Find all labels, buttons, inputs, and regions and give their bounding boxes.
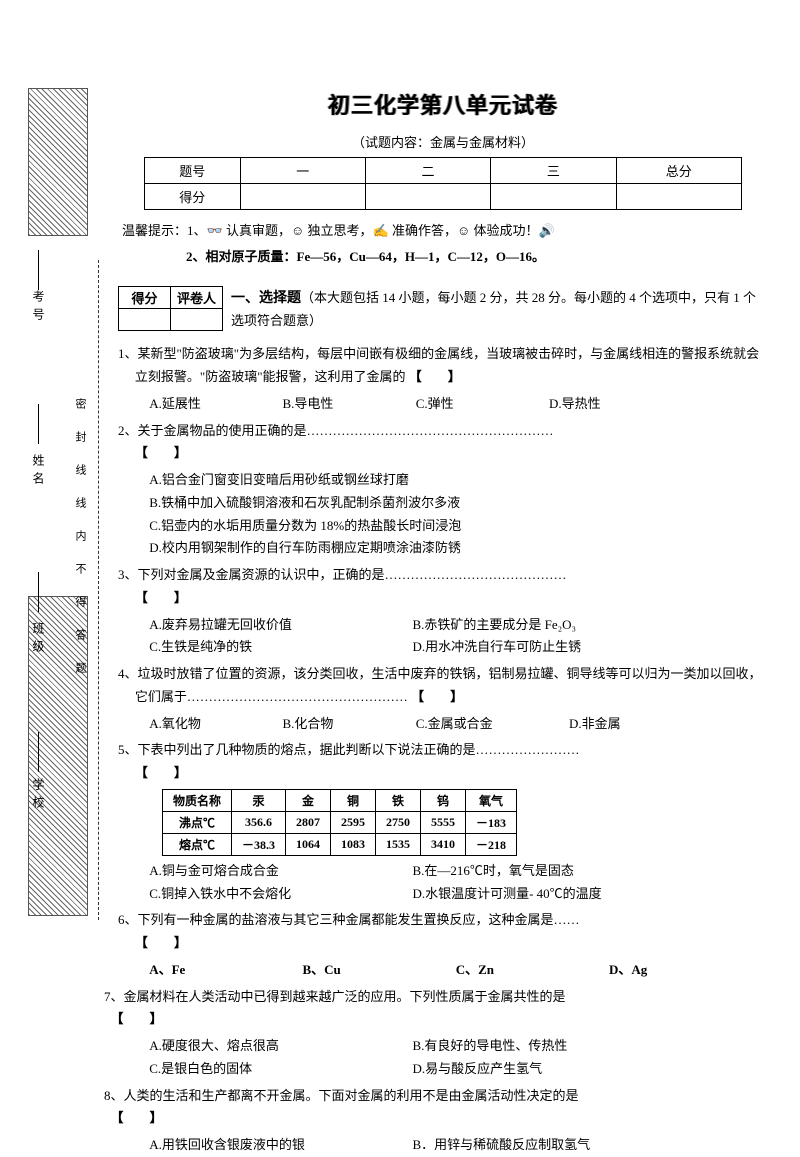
underline-xingming — [38, 404, 39, 444]
th-tihao: 题号 — [145, 158, 241, 184]
q2: 2、关于金属物品的使用正确的是…………………………………………………【 】 — [118, 420, 768, 466]
hint-line-1: 温馨提示：1、👓 认真审题，☺ 独立思考，✍ 准确作答，☺ 体验成功！🔊 — [122, 220, 768, 242]
underline-kaohao — [38, 250, 39, 290]
page-subtitle: （试题内容：金属与金属材料） — [118, 132, 768, 151]
th-total: 总分 — [616, 158, 741, 184]
q7-options: A.硬度很大、熔点很高 B.有良好的导电性、传热性 C.是银白色的固体 D.易与… — [118, 1035, 768, 1081]
page-title: 初三化学第八单元试卷 — [118, 88, 768, 120]
hint-line-2: 2、相对原子质量：Fe—56，Cu—64，H—1，C—12，O—16。 — [122, 246, 768, 268]
underline-banji — [38, 572, 39, 612]
grade-box: 得分 评卷人 — [118, 286, 223, 331]
q1-options: A.延展性 B.导电性 C.弹性 D.导热性 — [118, 393, 768, 416]
section-1-title: 一、选择题（本大题包括 14 小题，每小题 2 分，共 28 分。每小题的 4 … — [231, 286, 768, 331]
seal-line-text: 密封线线内不得答题 — [72, 398, 88, 695]
q3: 3、下列对金属及金属资源的认识中，正确的是……………………………………【 】 — [118, 564, 768, 610]
td-score-2 — [365, 184, 490, 210]
fold-dashed-line — [98, 260, 99, 920]
label-xingming: 姓名 — [30, 454, 47, 490]
q5-options: A.铜与金可熔合成合金 B.在—216℃时，氧气是固态 C.铜掉入铁水中不会熔化… — [118, 860, 768, 906]
q6-options: A、Fe B、Cu C、Zn D、Ag — [118, 959, 768, 982]
q4: 4、垃圾时放错了位置的资源，该分类回收，生活中废弃的铁锅，铝制易拉罐、铜导线等可… — [118, 663, 768, 709]
q8: 8、人类的生活和生产都离不开金属。下面对金属的利用不是由金属活动性决定的是 【 … — [104, 1085, 768, 1131]
q5: 5、下表中列出了几种物质的熔点，据此判断以下说法正确的是……………………【 】 — [118, 739, 768, 785]
q4-options: A.氧化物 B.化合物 C.金属或合金 D.非金属 — [118, 713, 768, 736]
q8-options: A.用铁回收含银废液中的银 B．用锌与稀硫酸反应制取氢气 — [118, 1134, 768, 1157]
th-two: 二 — [365, 158, 490, 184]
th-one: 一 — [240, 158, 365, 184]
td-score-total — [616, 184, 741, 210]
main-content: 初三化学第八单元试卷 （试题内容：金属与金属材料） 题号 一 二 三 总分 得分… — [118, 88, 768, 1157]
q3-options: A.废弃易拉罐无回收价值 B.赤铁矿的主要成分是 Fe₂O₃ C.生铁是纯净的铁… — [118, 614, 768, 660]
q2-options: A.铝合金门窗变旧变暗后用砂纸或钢丝球打磨 B.铁桶中加入硫酸铜溶液和石灰乳配制… — [118, 469, 768, 560]
label-xuexiao: 学校 — [30, 778, 47, 814]
label-banji: 班级 — [30, 622, 47, 658]
score-summary-table: 题号 一 二 三 总分 得分 — [144, 157, 742, 210]
q5-table: 物质名称 汞 金 铜 铁 钨 氧气 沸点℃ 356.6 2807 2595 27… — [162, 789, 517, 856]
grade-box-defen: 得分 — [119, 287, 171, 309]
decorative-hatched-top — [28, 88, 88, 236]
td-score-3 — [491, 184, 616, 210]
th-three: 三 — [491, 158, 616, 184]
grade-box-reviewer: 评卷人 — [171, 287, 223, 309]
td-score-1 — [240, 184, 365, 210]
q1: 1、某新型"防盗玻璃"为多层结构，每层中间嵌有极细的金属线，当玻璃被击碎时，与金… — [118, 343, 768, 389]
td-defen-label: 得分 — [145, 184, 241, 210]
label-kaohao: 考号 — [30, 290, 47, 326]
section-1-header: 得分 评卷人 一、选择题（本大题包括 14 小题，每小题 2 分，共 28 分。… — [118, 286, 768, 331]
q6: 6、下列有一种金属的盐溶液与其它三种金属都能发生置换反应，这种金属是……【 】 — [118, 909, 768, 955]
underline-xuexiao — [38, 732, 39, 772]
q7: 7、金属材料在人类活动中已得到越来越广泛的应用。下列性质属于金属共性的是 【 】 — [104, 986, 768, 1032]
